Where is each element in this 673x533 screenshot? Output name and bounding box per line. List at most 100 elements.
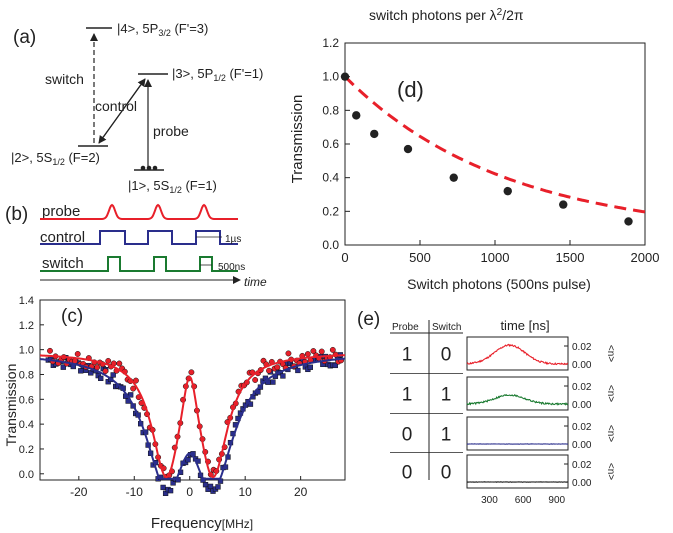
chart-c: (c) Transmission Frequency[MHz] 0.0 0.2 0.…: [3, 295, 346, 532]
chart-d-ylabel: Transmission: [289, 95, 306, 184]
chart-d-point: [449, 173, 458, 182]
chart-c-xtick-label: -10: [126, 485, 144, 499]
chart-d-ytick-label: 0.2: [322, 204, 339, 218]
chart-d-title: switch photons per λ2/2π: [369, 7, 524, 23]
population-dot: [140, 165, 146, 171]
table-cell-probe: 1: [402, 345, 413, 366]
chart-d-frame: [344, 42, 646, 246]
table-cell-switch: 0: [441, 463, 452, 484]
chart-c-xtick-label: 0: [186, 485, 193, 499]
chart-c-point-red: [130, 385, 137, 392]
chart-c-point-blue: [160, 484, 166, 491]
trace-ytick-label: 0.00: [572, 478, 592, 489]
trace-ytick-label: 0.02: [572, 422, 592, 433]
panel-label-a: (a): [13, 27, 36, 48]
chart-c-point-blue: [60, 364, 66, 370]
probe-pulse-trace: [40, 203, 238, 220]
chart-d-point: [503, 186, 512, 196]
trace-ytick-label: 0.02: [572, 382, 592, 393]
chart-d-xtick-label: 2000: [631, 250, 660, 265]
table-cell-probe: 0: [402, 463, 413, 484]
control-pulse-trace: [40, 230, 238, 245]
trace-xtick-label: 600: [515, 495, 532, 506]
chart-c-point-blue: [98, 375, 104, 382]
population-dot: [152, 165, 158, 171]
panel-label-b: (b): [5, 204, 28, 225]
control-label: control: [95, 98, 137, 114]
chart-d-point: [340, 72, 350, 81]
table-header-probe: Probe: [392, 322, 419, 333]
trace-box: [466, 454, 569, 489]
table-cell-switch: 0: [441, 345, 452, 366]
trace-ylabel: <n>: [605, 425, 616, 442]
chart-c-point-blue: [202, 482, 209, 488]
chart-c-point-red: [285, 350, 292, 357]
chart-c-xtick-label: -20: [70, 485, 88, 499]
state-4-label: |4>, 5P3/2 (F'=3): [117, 21, 208, 38]
chart-c-point-red: [310, 348, 317, 354]
trace-box: [466, 376, 569, 411]
chart-c-point-red: [105, 357, 112, 364]
chart-d-point: [370, 129, 379, 139]
scale-label-500ns: 500ns: [218, 262, 245, 273]
chart-d-point: [352, 111, 361, 120]
chart-d-xtick-label: 500: [409, 250, 431, 265]
table-cell-probe: 0: [402, 425, 413, 446]
control-row-label: control: [40, 229, 85, 246]
state-3-label: |3>, 5P1/2 (F'=1): [172, 66, 263, 83]
time-axis-label: time: [244, 275, 267, 289]
switch-label: switch: [45, 71, 84, 87]
chart-d-ytick-label: 1.0: [322, 70, 339, 84]
table-header-switch: Switch: [432, 322, 461, 333]
trace-ylabel: <n>: [605, 345, 616, 362]
chart-c-fit-red: [39, 354, 345, 479]
trace-ylabel: <n>: [605, 385, 616, 402]
population-dot: [146, 165, 152, 171]
trace-ylabel: <n>: [605, 463, 616, 480]
trace-ytick-label: 0.00: [572, 360, 592, 371]
switch-pulse-trace: [40, 256, 238, 272]
probe-row-label: probe: [42, 203, 80, 220]
chart-c-ytick-label: 0.4: [19, 419, 34, 431]
panel-label-e: (e): [357, 309, 380, 330]
chart-c-point-red: [47, 347, 53, 354]
trace-line: [466, 393, 569, 406]
panel-label-d: (d): [397, 77, 424, 102]
chart-c-ytick-label: 0.2: [19, 444, 34, 456]
chart-d-point: [403, 144, 413, 154]
chart-c-point-blue: [295, 367, 301, 374]
chart-c-ytick-label: 0.6: [19, 394, 34, 406]
table-cell-probe: 1: [402, 385, 413, 406]
chart-c-ytick-label: 0.0: [19, 469, 34, 481]
scale-label-1us: 1µs: [225, 234, 241, 245]
chart-d-ytick-label: 0.6: [322, 137, 339, 151]
chart-c-point-red: [132, 377, 139, 384]
chart-c-point-red: [252, 377, 259, 383]
chart-c-fit-blue: [39, 357, 346, 480]
trace-ytick-label: 0.02: [572, 460, 592, 471]
chart-c-point-blue: [207, 483, 214, 490]
chart-d-xtick-label: 0: [341, 250, 348, 265]
chart-c-point-blue: [215, 484, 221, 490]
chart-c-frame: [39, 299, 346, 481]
control-transition-arrow-reverse: [98, 78, 146, 144]
chart-c-point-blue: [78, 368, 84, 374]
chart-c-point-red: [274, 364, 281, 371]
chart-c-xtick-label: 10: [239, 485, 253, 499]
chart-d-ytick-label: 0.8: [322, 103, 339, 117]
trace-ytick-label: 0.02: [572, 342, 592, 353]
chart-c-point-red: [329, 346, 336, 353]
trace-line: [466, 343, 569, 366]
chart-c-point-red: [304, 351, 311, 357]
trace-xtick-label: 900: [548, 495, 565, 506]
chart-c-point-blue: [332, 362, 338, 369]
trace-ytick-label: 0.00: [572, 400, 592, 411]
trace-ytick-label: 0.00: [572, 440, 592, 451]
chart-c-point-blue: [110, 372, 116, 378]
state-1-label: |1>, 5S1/2 (F=1): [128, 178, 217, 195]
chart-d-xtick-label: 1000: [481, 250, 510, 265]
chart-c-point-red: [188, 369, 195, 376]
chart-c-point-blue: [128, 392, 134, 398]
chart-c-point-red: [102, 368, 109, 375]
